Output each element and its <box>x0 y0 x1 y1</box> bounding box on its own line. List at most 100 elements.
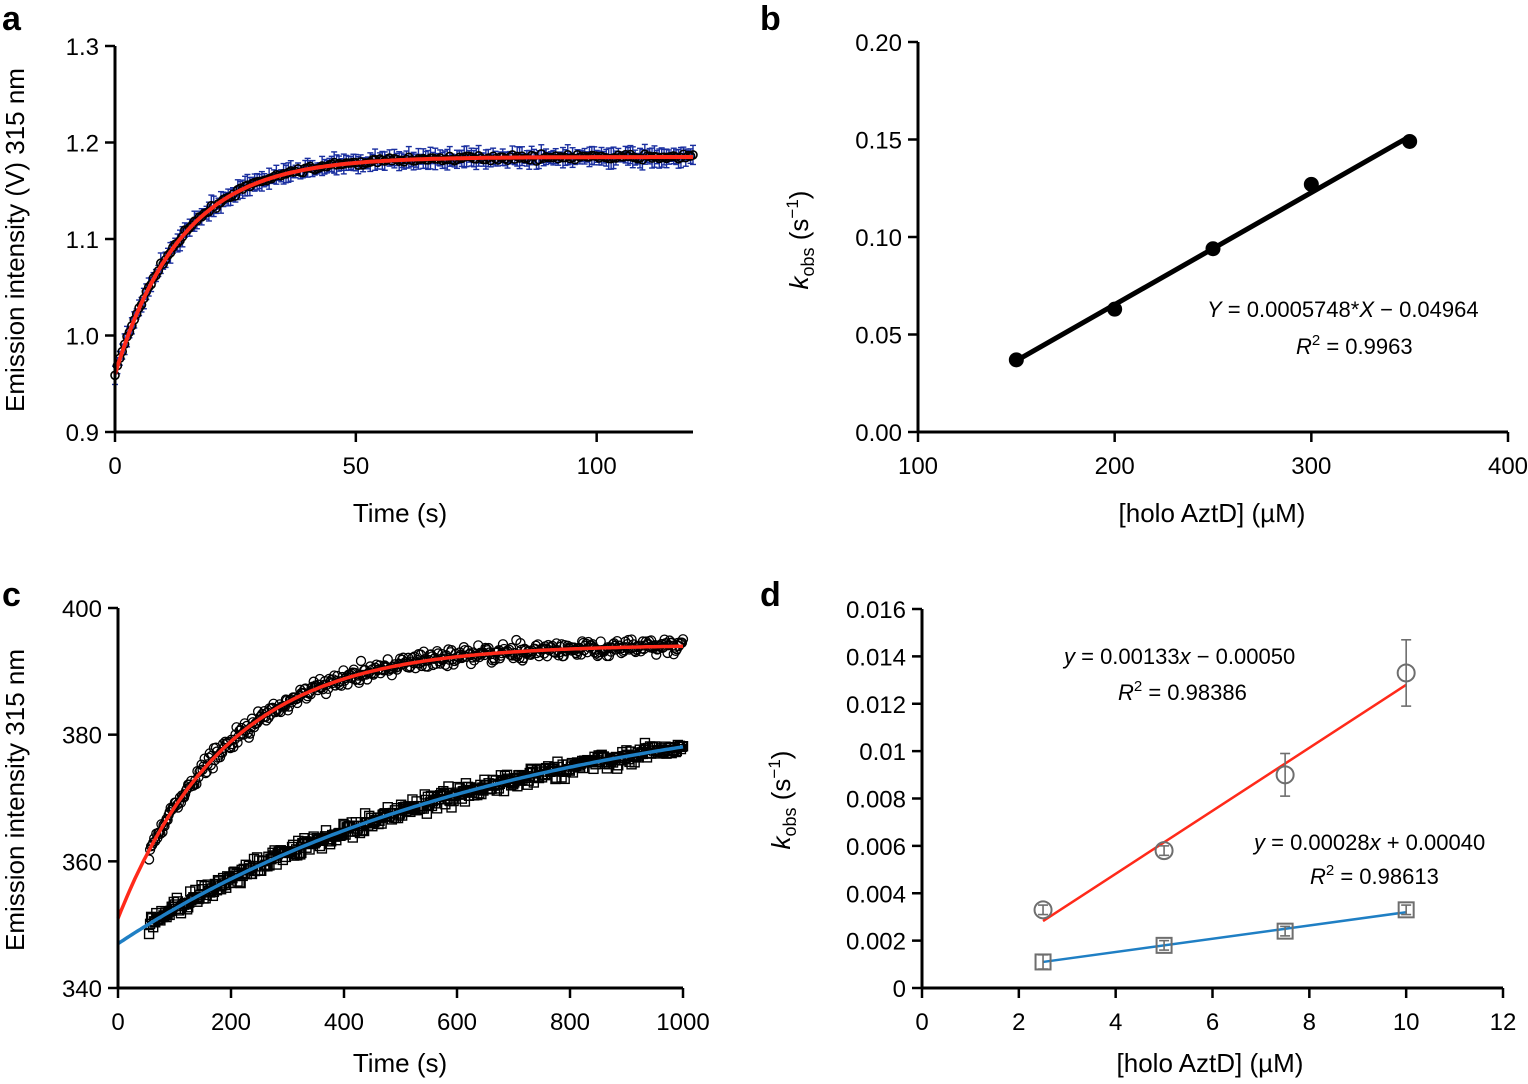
panel-a-fit-curve <box>113 155 693 375</box>
panel-b-eq-rhs: − 0.04964 <box>1374 297 1479 322</box>
panel-b-eq-mid: = 0.0005748* <box>1222 297 1360 322</box>
panel-d-x-axis-label: [holo AztD] (µM) <box>1117 1048 1304 1078</box>
panel-b-eq-x: X <box>1358 297 1375 322</box>
panel-b-x-tick-label: 100 <box>898 453 938 480</box>
data-point <box>282 705 294 716</box>
panel-d-eq2-rhs: + 0.00040 <box>1381 830 1486 855</box>
panel-b-r2-value: = 0.9963 <box>1320 334 1412 359</box>
data-point <box>235 877 246 889</box>
panel-d-x-tick-label: 4 <box>1109 1009 1122 1036</box>
panel-d-x-tick-label: 12 <box>1490 1009 1517 1036</box>
data-point <box>1402 133 1418 149</box>
panel-d-x-tick-label: 2 <box>1012 1009 1025 1036</box>
panel-b-fit-equation: Y = 0.0005748*X − 0.04964 <box>1207 297 1479 322</box>
data-point <box>503 644 515 655</box>
panel-b-y-label-unit: (s <box>784 219 814 248</box>
panel-d-x-tick-label: 0 <box>915 1009 928 1036</box>
panel-c-data <box>116 634 689 946</box>
panel-b-x-tick-label: 300 <box>1291 453 1331 480</box>
panel-d-eq2-y: y <box>1252 830 1267 855</box>
data-point <box>243 732 255 743</box>
panel-b-r-squared: R2 = 0.9963 <box>1296 332 1413 359</box>
panel-a-x-axis-label: Time (s) <box>353 498 447 528</box>
panel-a-x-tick-label: 100 <box>577 453 617 480</box>
panel-a-points <box>110 149 698 381</box>
panel-d-x-tick-label: 8 <box>1303 1009 1316 1036</box>
panel-c-y-tick-label: 340 <box>62 976 102 1003</box>
panel-b-eq-y: Y <box>1207 297 1223 322</box>
panel-d-letter: d <box>760 576 781 614</box>
panel-d-y-label-k: k <box>766 834 796 849</box>
data-point <box>498 785 510 797</box>
panel-d-y-label-close: ) <box>766 751 796 760</box>
panel-d-y-axis-label: kobs (s−1) <box>765 751 800 850</box>
panel-b-y-tick-label: 0.00 <box>855 420 902 447</box>
panel-d-fit-equation-red: y = 0.00133x − 0.00050 <box>1062 644 1295 669</box>
panel-d-y-tick-label: 0.004 <box>846 881 906 908</box>
panel-d-eq2-mid: = 0.00028 <box>1265 830 1370 855</box>
data-point <box>677 634 689 645</box>
data-point <box>355 655 367 667</box>
panel-b-y-tick-label: 0.20 <box>855 30 902 57</box>
panel-c-axes: 0 200 400 600 800 1000 340 360 380 400 <box>62 596 710 1036</box>
panel-c-y-tick-label: 400 <box>62 596 102 623</box>
panel-a-x-tick-label: 0 <box>108 453 121 480</box>
data-point <box>208 201 219 212</box>
panel-a-letter: a <box>2 0 22 38</box>
panel-d-r-squared-blue: R2 = 0.98613 <box>1310 862 1439 889</box>
panel-d-r2-1-value: = 0.98386 <box>1142 680 1247 705</box>
panel-b-x-tick-label: 200 <box>1095 453 1135 480</box>
data-point <box>1397 901 1415 919</box>
panel-d-eq1-rhs: − 0.00050 <box>1191 644 1296 669</box>
panel-d-y-tick-label: 0.016 <box>846 597 906 624</box>
panel-d-r2-1-r: R <box>1118 680 1134 705</box>
panel-d-eq1-x: x <box>1179 644 1192 669</box>
panel-d-x-tick-label: 10 <box>1393 1009 1420 1036</box>
panel-d-y-tick-label: 0.014 <box>846 644 906 671</box>
data-point <box>1275 765 1295 785</box>
panel-c-letter: c <box>2 576 21 614</box>
panel-d-y-label-sub: obs <box>780 807 800 836</box>
data-point <box>418 646 429 657</box>
data-point <box>342 679 353 690</box>
panel-d-eq1-y: y <box>1062 644 1077 669</box>
panel-a-y-tick-label: 1.1 <box>66 227 99 254</box>
panel-d-r2-1-sup: 2 <box>1134 678 1142 695</box>
panel-b-letter: b <box>760 0 781 38</box>
data-point <box>1033 900 1053 920</box>
data-point <box>442 660 453 672</box>
panel-c-y-tick-label: 360 <box>62 849 102 876</box>
panel-d-eq1-mid: = 0.00133 <box>1075 644 1180 669</box>
panel-a-error-bars <box>112 143 696 386</box>
panel-d-y-label-unit: (s <box>766 779 796 808</box>
data-point <box>184 222 195 233</box>
panel-a-y-axis-label: Emission intensity (V) 315 nm <box>0 68 30 412</box>
data-point <box>1008 352 1024 368</box>
panel-c-x-tick-label: 800 <box>550 1009 590 1036</box>
panel-d-squares-fit-line <box>1042 910 1407 964</box>
panel-d-y-tick-label: 0.008 <box>846 787 906 814</box>
panel-a-y-tick-label: 1.3 <box>66 34 99 61</box>
data-point <box>163 250 173 261</box>
panel-d-y-tick-label: 0.01 <box>859 739 906 766</box>
panel-a-y-tick-label: 1.2 <box>66 131 99 158</box>
panel-a: a 0 50 100 0.9 1.0 1.1 1.2 1.3 Time (s) Emissio… <box>0 0 698 528</box>
panel-c-circles-fit-curve <box>116 644 684 919</box>
data-point <box>1303 176 1319 192</box>
data-point <box>466 652 478 663</box>
panel-b-r2-sup: 2 <box>1312 332 1320 349</box>
panel-d: d 0 2 4 6 8 10 12 0 0.002 0.004 0.006 0.008 0.01 0.01… <box>760 576 1516 1078</box>
data-point <box>446 802 457 813</box>
data-point <box>182 225 193 235</box>
panel-c-x-tick-label: 1000 <box>656 1009 709 1036</box>
data-point <box>465 658 477 670</box>
data-point <box>199 753 210 764</box>
panel-d-r2-2-r: R <box>1310 864 1326 889</box>
panel-d-y-tick-label: 0.012 <box>846 692 906 719</box>
panel-a-y-tick-label: 0.9 <box>66 420 99 447</box>
panel-d-x-tick-label: 6 <box>1206 1009 1219 1036</box>
panel-b-y-tick-label: 0.10 <box>855 225 902 252</box>
panel-b-axes: 100 200 300 400 0.00 0.05 0.10 0.15 0.20 <box>855 30 1528 480</box>
data-point <box>1107 301 1123 317</box>
